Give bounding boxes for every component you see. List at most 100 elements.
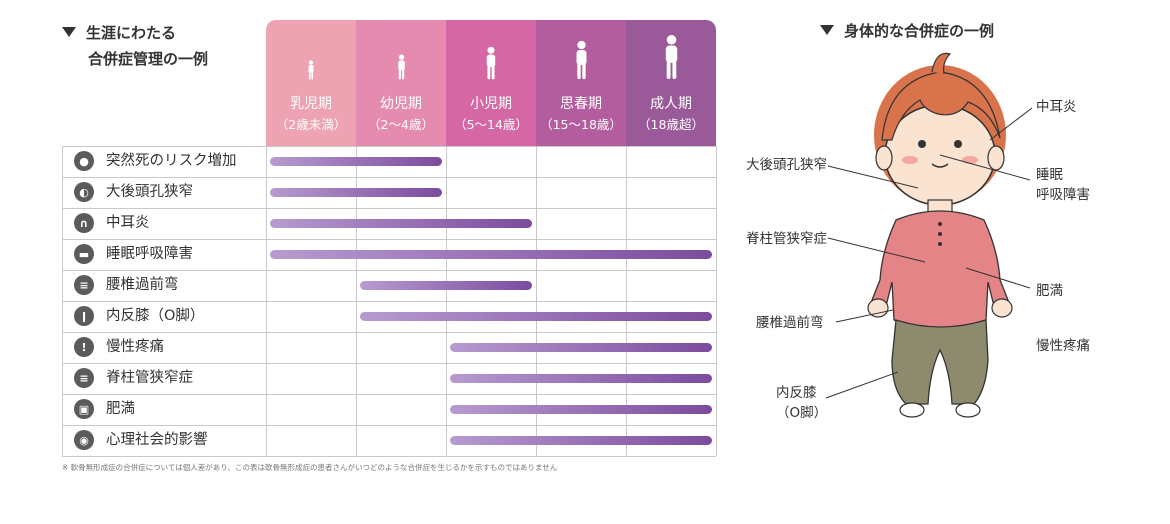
body-title: 身体的な合併症の一例 [820, 20, 994, 41]
duration-bar [270, 250, 712, 259]
spine-icon: ≡ [74, 275, 94, 295]
left-eye [918, 140, 926, 148]
duration-bar [450, 405, 712, 414]
condition-cell: ▬ 睡眠呼吸障害 [62, 239, 266, 270]
duration-bar [360, 312, 712, 321]
triangle-marker-icon [62, 26, 76, 37]
child-illustration [867, 52, 1013, 418]
leader-genu [825, 371, 899, 399]
left-cheek [902, 156, 918, 164]
leader-lordosis [835, 309, 894, 323]
label-lordosis: 腰椎過前弯 [756, 315, 824, 331]
stage-name: 成人期 [650, 96, 692, 112]
condition-label: 心理社会的影響 [106, 432, 208, 448]
timeline-title-line1: 生涯にわたる [86, 24, 177, 42]
timeline-title-line2: 合併症管理の一例 [88, 50, 209, 68]
face-icon: ● [74, 151, 94, 171]
condition-cell: ◐ 大後頭孔狭窄 [62, 177, 266, 208]
duration-bar [360, 281, 532, 290]
mouth [931, 163, 949, 168]
shirt-button [938, 242, 942, 246]
body-title-text: 身体的な合併症の一例 [844, 22, 995, 40]
stage-name: 幼児期 [380, 96, 422, 112]
stage-column: 思春期 （15〜18歳） [536, 20, 626, 146]
right-ear [987, 145, 1005, 171]
table-row: ▬ 睡眠呼吸障害 [62, 239, 716, 270]
label-otitis: 中耳炎 [1036, 99, 1077, 115]
person-silhouette-icon [626, 34, 716, 80]
label-sleep-line1: 睡眠 [1036, 167, 1063, 183]
footnote: ※ 軟骨無形成症の合併症については個人差があり、この表は軟骨無形成症の患者さんが… [62, 463, 558, 472]
shirt-button [938, 222, 942, 226]
label-foramen: 大後頭孔狭窄 [746, 157, 827, 173]
stage-name: 乳児期 [290, 96, 332, 112]
label-pain: 慢性疼痛 [1036, 338, 1090, 354]
leader-spinal [827, 237, 926, 263]
duration-bar [270, 219, 532, 228]
stage-age-range: （2〜4歳） [368, 117, 434, 132]
label-obesity: 肥満 [1036, 283, 1063, 299]
person-silhouette-icon [536, 40, 626, 80]
stage-column: 成人期 （18歳超） [626, 20, 716, 146]
condition-cell: ≡ 脊柱管狭窄症 [62, 363, 266, 394]
condition-cell: ≡ 腰椎過前弯 [62, 270, 266, 301]
duration-bar [270, 157, 442, 166]
scale-icon: ▣ [74, 399, 94, 419]
table-row: ! 慢性疼痛 [62, 332, 716, 363]
stage-age-range: （5〜14歳） [454, 117, 528, 132]
condition-label: 脊柱管狭窄症 [106, 370, 193, 386]
leader-obesity [965, 267, 1031, 289]
hair-fringe [881, 71, 1001, 141]
duration-bar [450, 436, 712, 445]
ear-icon: ∩ [74, 213, 94, 233]
complication-table: ● 突然死のリスク増加 ◐ 大後頭孔狭窄 ∩ 中耳炎 ▬ 睡眠呼吸障害 ≡ 腰椎過前弯 ǀ 内反膝（O… [62, 146, 716, 456]
table-row: ≡ 脊柱管狭窄症 [62, 363, 716, 394]
person-silhouette-icon [446, 46, 536, 80]
grid-lines [62, 146, 717, 457]
condition-cell: ● 突然死のリスク増加 [62, 146, 266, 177]
vertebra-icon: ≡ [74, 368, 94, 388]
stage-column: 乳児期 （2歳未満） [266, 20, 356, 146]
condition-cell: ▣ 肥満 [62, 394, 266, 425]
skull-icon: ◐ [74, 182, 94, 202]
label-genu-line2: （O脚） [776, 405, 828, 421]
duration-bar [450, 343, 712, 352]
condition-cell: ∩ 中耳炎 [62, 208, 266, 239]
hair-tuft [931, 52, 952, 75]
table-row: ∩ 中耳炎 [62, 208, 716, 239]
person-silhouette-icon [266, 60, 356, 80]
person-silhouette-icon [356, 54, 446, 80]
table-row: ǀ 内反膝（O脚） [62, 301, 716, 332]
stage-age-range: （15〜18歳） [540, 117, 622, 132]
condition-cell: ! 慢性疼痛 [62, 332, 266, 363]
table-row: ≡ 腰椎過前弯 [62, 270, 716, 301]
duration-bar [270, 188, 442, 197]
condition-cell: ◉ 心理社会的影響 [62, 425, 266, 456]
brain-icon: ◉ [74, 430, 94, 450]
stage-age-range: （18歳超） [638, 117, 704, 132]
leg-icon: ǀ [74, 306, 94, 326]
condition-label: 睡眠呼吸障害 [106, 246, 193, 262]
stage-name: 思春期 [560, 96, 602, 112]
condition-label: 大後頭孔狭窄 [106, 184, 193, 200]
condition-label: 中耳炎 [106, 215, 150, 231]
condition-label: 慢性疼痛 [106, 339, 164, 355]
right-foot [955, 402, 981, 418]
left-foot [899, 402, 925, 418]
bed-icon: ▬ [74, 244, 94, 264]
label-sleep-line2: 呼吸障害 [1036, 187, 1090, 203]
right-hand [991, 298, 1013, 318]
condition-label: 腰椎過前弯 [106, 277, 179, 293]
life-stage-header: 乳児期 （2歳未満） 幼児期 （2〜4歳） 小児期 （5〜14歳） 思春期 （15〜18歳） 成… [266, 20, 716, 146]
pants [891, 319, 989, 405]
table-row: ◐ 大後頭孔狭窄 [62, 177, 716, 208]
condition-cell: ǀ 内反膝（O脚） [62, 301, 266, 332]
stage-age-range: （2歳未満） [275, 117, 347, 132]
table-row: ● 突然死のリスク増加 [62, 146, 716, 177]
label-spinal: 脊柱管狭窄症 [746, 231, 827, 247]
right-eye [954, 140, 962, 148]
leader-sleep [939, 154, 1031, 181]
stage-column: 幼児期 （2〜4歳） [356, 20, 446, 146]
leader-foramen [827, 165, 919, 189]
